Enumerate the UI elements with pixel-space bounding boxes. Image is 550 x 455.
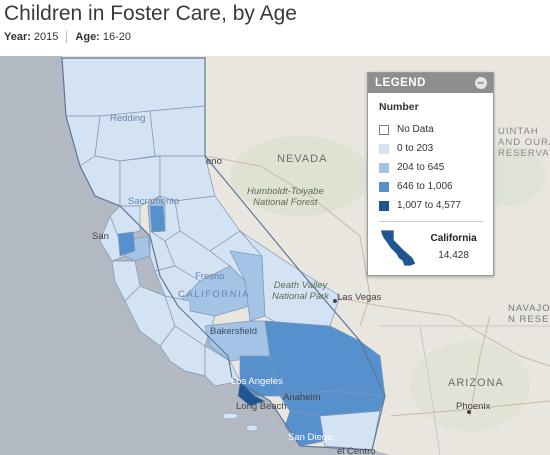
label-anaheim: Anaheim <box>283 392 321 403</box>
label-san-diego: San Diego <box>288 432 333 443</box>
label-fresno: Fresno <box>195 271 225 282</box>
legend-title: LEGEND <box>375 77 426 89</box>
road <box>389 400 550 417</box>
legend-swatch <box>379 162 389 173</box>
terrain-shade <box>410 341 530 431</box>
island <box>245 424 259 432</box>
label-redding: Redding <box>110 113 146 124</box>
county-region[interactable] <box>61 57 206 117</box>
label-phoenix: Phoenix <box>456 401 491 412</box>
legend-swatch <box>379 200 389 211</box>
year-value[interactable]: 2015 <box>33 31 59 43</box>
label-los-angeles: Los Angeles <box>231 376 283 387</box>
label-california: CALIFORNIA <box>178 289 251 300</box>
legend-item-label: No Data <box>397 124 434 135</box>
legend-item-label: 646 to 1,006 <box>397 181 453 192</box>
label-san-francisco: San <box>92 231 109 242</box>
county-region[interactable] <box>117 231 136 257</box>
legend-item: 1,007 to 4,577 <box>379 196 483 215</box>
label-uintah: UINTAH AND OURAY RESERVATION <box>498 126 550 159</box>
legend-panel: LEGEND – Number No Data 0 to 203 204 to … <box>367 72 494 276</box>
age-label: Age: <box>75 31 100 43</box>
county-region[interactable] <box>149 105 206 157</box>
label-nevada: NEVADA <box>277 153 328 165</box>
county-region[interactable] <box>149 205 166 233</box>
legend-swatch <box>379 181 389 192</box>
label-arizona: ARIZONA <box>448 377 504 389</box>
label-death-valley: Death Valley National Park <box>272 280 330 302</box>
filter-summary: Year: 2015 Age: 16-20 <box>4 31 131 43</box>
legend-item: 204 to 645 <box>379 158 483 177</box>
page-title: Children in Foster Care, by Age <box>4 2 297 25</box>
county-region[interactable] <box>284 410 326 447</box>
legend-item-label: 0 to 203 <box>397 143 434 154</box>
legend-swatch <box>379 143 389 154</box>
label-long-beach: Long Beach <box>236 401 287 412</box>
age-value[interactable]: 16-20 <box>102 31 131 43</box>
legend-item-label: 1,007 to 4,577 <box>397 200 461 211</box>
year-label: Year: <box>4 31 31 43</box>
collapse-icon[interactable]: – <box>475 76 487 89</box>
county-region[interactable] <box>239 355 281 397</box>
label-navajo: NAVAJO N RESERV <box>508 303 550 325</box>
road <box>469 315 491 417</box>
terrain-shade <box>230 136 370 216</box>
county-region[interactable] <box>319 410 381 451</box>
legend-item: 646 to 1,006 <box>379 177 483 196</box>
road <box>204 155 371 327</box>
city-marker <box>467 410 471 414</box>
california-shape-icon <box>380 230 416 266</box>
state-total: California 14,428 <box>379 228 483 268</box>
county-region[interactable] <box>99 215 126 262</box>
label-reno: eno <box>206 156 222 167</box>
legend-item-label: 204 to 645 <box>397 162 445 173</box>
county-region[interactable] <box>229 250 266 322</box>
county-region[interactable] <box>119 155 161 207</box>
california-outline <box>61 57 386 451</box>
label-bakersfield: Bakersfield <box>210 326 257 337</box>
legend-label: Number <box>379 101 419 113</box>
island <box>221 412 239 420</box>
legend-body: Number No Data 0 to 203 204 to 645 646 t… <box>368 93 493 274</box>
state-border <box>419 325 441 455</box>
legend-item: No Data <box>379 120 483 139</box>
city-marker <box>333 299 337 303</box>
legend-divider <box>379 221 483 222</box>
legend-item: 0 to 203 <box>379 139 483 158</box>
state-total-name: California <box>430 233 477 244</box>
label-humboldt: Humboldt-Toiyabe National Forest <box>247 186 324 208</box>
california-counties <box>61 57 386 451</box>
label-el-centro: el Centro <box>337 446 376 455</box>
county-region[interactable] <box>237 380 266 407</box>
road <box>329 295 550 367</box>
label-las-vegas: Las Vegas <box>337 292 382 303</box>
label-sacramento: Sacramento <box>128 196 180 207</box>
legend-swatch <box>379 124 389 135</box>
filter-divider <box>66 31 68 43</box>
state-total-value: 14,428 <box>438 250 469 261</box>
legend-header: LEGEND – <box>368 73 493 93</box>
state-total-text: California 14,428 <box>424 228 483 261</box>
